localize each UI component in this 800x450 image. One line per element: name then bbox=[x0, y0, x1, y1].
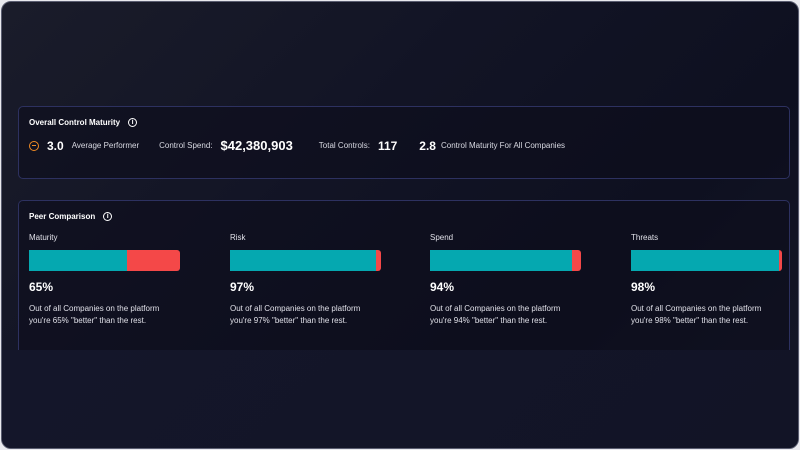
metric-description: Out of all Companies on the platform you… bbox=[29, 303, 189, 327]
comparison-bar-fill bbox=[430, 250, 572, 271]
description-line-2: you're 94% "better" than the rest. bbox=[430, 316, 548, 325]
maturity-stats: 3.0 Average Performer Control Spend: $42… bbox=[29, 138, 565, 153]
metric-percent: 94% bbox=[430, 280, 455, 294]
metric-label: Risk bbox=[230, 233, 246, 242]
overall-control-maturity-card: Overall Control Maturity i 3.0 Average P… bbox=[18, 106, 790, 179]
metric-percent: 97% bbox=[230, 280, 255, 294]
comparison-bar bbox=[631, 250, 782, 271]
overall-title: Overall Control Maturity bbox=[29, 118, 121, 127]
peer-metric-risk: Risk 97% Out of all Companies on the pla… bbox=[230, 233, 390, 327]
total-controls-value: 117 bbox=[377, 138, 398, 153]
comparison-bar bbox=[230, 250, 381, 271]
metric-label: Spend bbox=[430, 233, 454, 242]
description-line-1: Out of all Companies on the platform bbox=[230, 304, 361, 313]
maturity-score-label: Average Performer bbox=[71, 141, 140, 150]
metric-percent: 98% bbox=[631, 280, 656, 294]
card-title: Overall Control Maturity i bbox=[29, 118, 138, 127]
description-line-1: Out of all Companies on the platform bbox=[29, 304, 160, 313]
metric-label: Threats bbox=[631, 233, 659, 242]
all-companies-score: 2.8 bbox=[419, 138, 436, 153]
metric-description: Out of all Companies on the platform you… bbox=[631, 303, 791, 327]
description-line-2: you're 65% "better" than the rest. bbox=[29, 316, 147, 325]
description-line-2: you're 97% "better" than the rest. bbox=[230, 316, 348, 325]
card-title: Peer Comparison i bbox=[29, 212, 113, 221]
control-spend-label: Control Spend: bbox=[159, 141, 213, 150]
peer-title: Peer Comparison bbox=[29, 212, 96, 221]
peer-metric-threats: Threats 98% Out of all Companies on the … bbox=[631, 233, 791, 327]
comparison-bar bbox=[29, 250, 180, 271]
comparison-bar-fill bbox=[230, 250, 377, 271]
metric-description: Out of all Companies on the platform you… bbox=[430, 303, 590, 327]
peer-metric-maturity: Maturity 65% Out of all Companies on the… bbox=[29, 233, 189, 327]
metric-label: Maturity bbox=[29, 233, 58, 242]
description-line-2: you're 98% "better" than the rest. bbox=[631, 316, 749, 325]
metric-percent: 65% bbox=[29, 280, 54, 294]
comparison-bar-fill bbox=[29, 250, 128, 271]
info-icon[interactable]: i bbox=[103, 212, 113, 221]
comparison-bar-fill bbox=[631, 250, 779, 271]
description-line-1: Out of all Companies on the platform bbox=[430, 304, 561, 313]
maturity-score: 3.0 bbox=[47, 138, 64, 153]
peer-metric-spend: Spend 94% Out of all Companies on the pl… bbox=[430, 233, 590, 327]
all-companies-label: Control Maturity For All Companies bbox=[440, 141, 566, 150]
control-spend-value: $42,380,903 bbox=[220, 138, 293, 153]
minus-circle-icon bbox=[29, 140, 39, 151]
description-line-1: Out of all Companies on the platform bbox=[631, 304, 762, 313]
peer-comparison-card: Peer Comparison i Maturity 65% Out of al… bbox=[18, 200, 790, 360]
info-icon[interactable]: i bbox=[128, 118, 138, 127]
total-controls-label: Total Controls: bbox=[318, 141, 370, 150]
comparison-bar bbox=[430, 250, 581, 271]
background bbox=[2, 350, 798, 448]
metric-description: Out of all Companies on the platform you… bbox=[230, 303, 390, 327]
